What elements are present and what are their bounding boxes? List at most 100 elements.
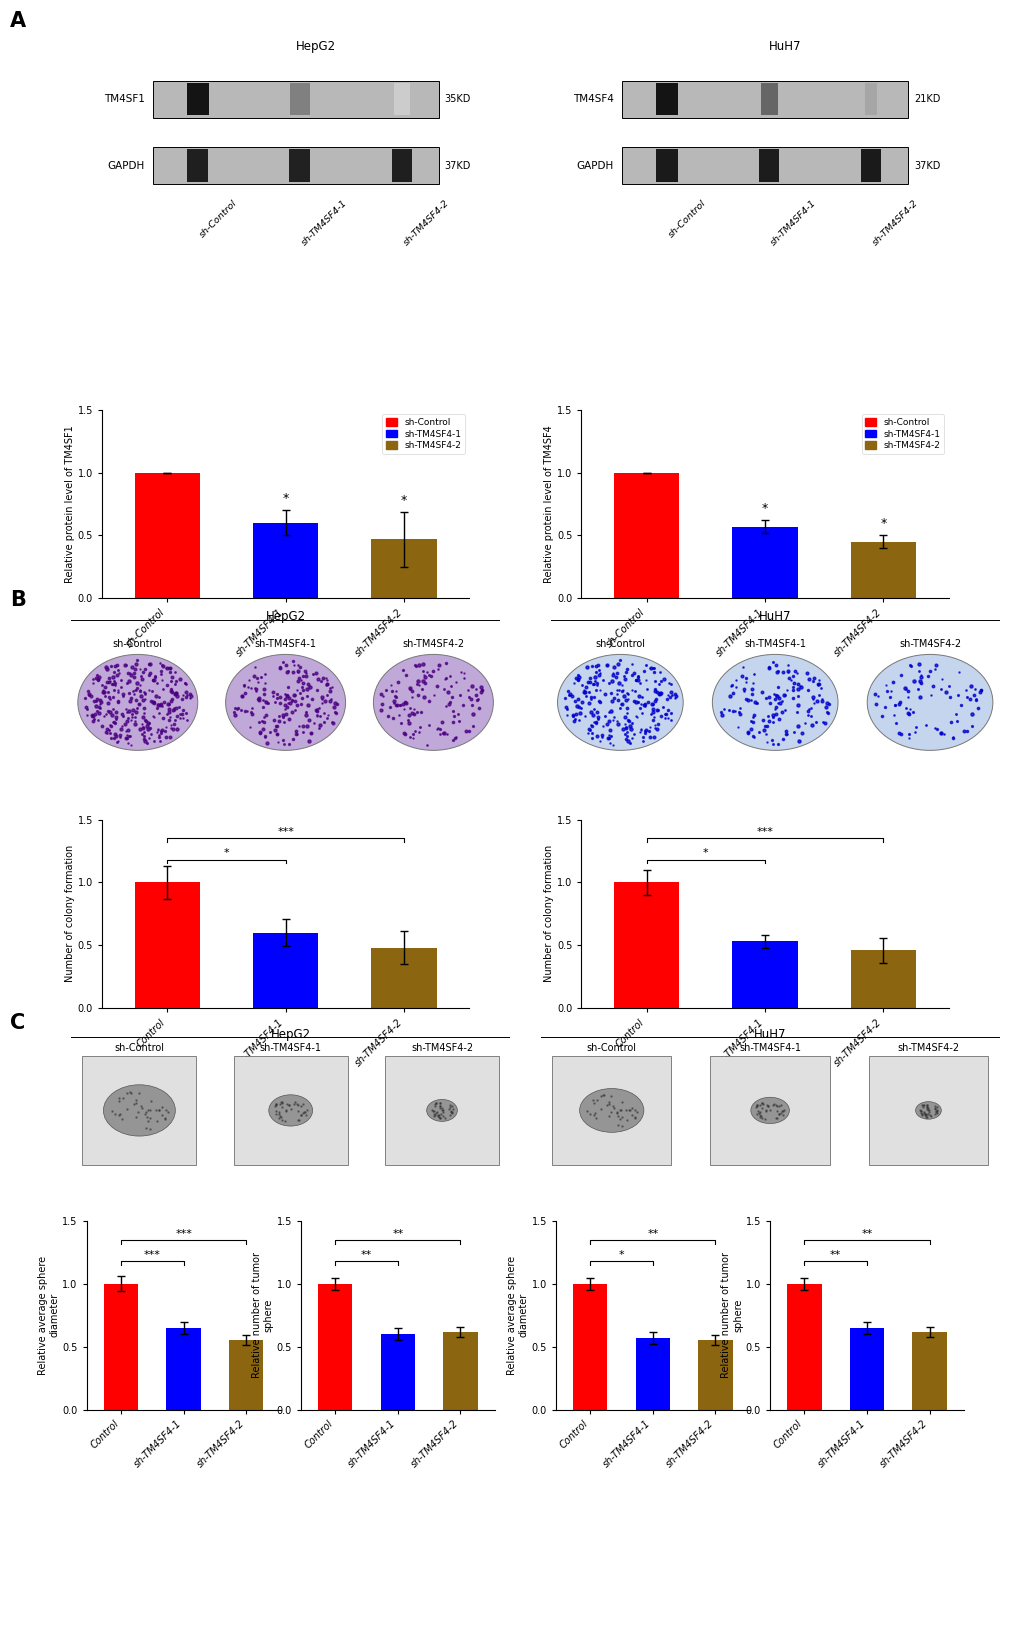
Bar [83,1056,197,1165]
Bar [391,149,412,182]
Text: sh-TM4SF4-1: sh-TM4SF4-1 [255,639,316,649]
Bar [868,1056,987,1165]
Bar [732,941,797,1008]
Text: ***: *** [756,828,772,838]
Text: ***: *** [144,1251,161,1260]
Text: C: C [10,1013,25,1033]
Circle shape [557,654,683,751]
Text: HuH7: HuH7 [753,1028,786,1041]
Text: sh-Control: sh-Control [595,639,645,649]
Bar [732,526,797,598]
Bar [135,472,200,598]
Text: 37KD: 37KD [444,161,471,170]
Bar [911,1331,946,1410]
Y-axis label: Number of colony formation: Number of colony formation [544,846,553,982]
Bar [697,1341,732,1410]
Text: **: ** [860,1229,872,1239]
Bar [153,148,438,184]
Text: sh-TM4SF4-2: sh-TM4SF4-2 [870,198,919,247]
Y-axis label: Number of colony formation: Number of colony formation [65,846,74,982]
Bar [850,541,915,598]
Circle shape [915,1101,941,1119]
Text: sh-Control: sh-Control [113,639,163,649]
Text: 35KD: 35KD [444,93,471,105]
Y-axis label: Relative protein level of TM4SF4: Relative protein level of TM4SF4 [544,425,553,583]
Bar [760,84,776,115]
Text: HuH7: HuH7 [758,610,791,623]
Bar [166,1328,201,1410]
Circle shape [268,1095,312,1126]
Text: sh-Control: sh-Control [666,198,707,239]
Bar [318,1283,353,1410]
Text: 37KD: 37KD [913,161,940,170]
Bar [850,951,915,1008]
Bar [135,882,200,1008]
Text: B: B [10,590,26,610]
Text: sh-TM4SF4-2: sh-TM4SF4-2 [898,639,960,649]
Bar [635,1337,669,1410]
Bar [656,149,677,182]
Bar [186,84,209,115]
Circle shape [711,654,838,751]
Text: sh-TM4SF4-2: sh-TM4SF4-2 [401,639,464,649]
Text: HepG2: HepG2 [265,610,306,623]
Bar [573,1283,607,1410]
Text: TM4SF1: TM4SF1 [104,93,145,105]
Circle shape [750,1096,789,1124]
Bar [187,149,208,182]
Text: *: * [619,1251,624,1260]
Text: HuH7: HuH7 [768,39,801,52]
Text: GAPDH: GAPDH [576,161,613,170]
Bar [864,84,876,115]
Text: **: ** [829,1251,841,1260]
Text: A: A [10,11,26,31]
Text: ***: *** [277,828,293,838]
Text: TM4SF4: TM4SF4 [573,93,613,105]
Bar [384,1056,498,1165]
Y-axis label: Relative average sphere
diameter: Relative average sphere diameter [38,1255,59,1375]
Bar [371,539,436,598]
Bar [153,80,438,118]
Text: GAPDH: GAPDH [107,161,145,170]
Text: sh-Control: sh-Control [198,198,238,239]
Circle shape [225,654,345,751]
Circle shape [373,654,493,751]
Text: HepG2: HepG2 [270,1028,311,1041]
Bar [710,1056,829,1165]
Text: *: * [879,518,886,531]
Text: sh-TM4SF4-1: sh-TM4SF4-1 [300,198,348,247]
Bar [253,523,318,598]
Bar [622,80,907,118]
Bar [253,933,318,1008]
Circle shape [866,654,991,751]
Bar [104,1283,139,1410]
Y-axis label: Relative number of tumor
sphere: Relative number of tumor sphere [252,1252,273,1378]
Text: 21KD: 21KD [913,93,940,105]
Bar [380,1334,415,1410]
Bar [860,149,880,182]
Bar [655,84,678,115]
Bar [393,84,410,115]
Text: sh-TM4SF4-1: sh-TM4SF4-1 [260,1042,321,1052]
Text: sh-TM4SF4-1: sh-TM4SF4-1 [768,198,817,247]
Bar [849,1328,883,1410]
Circle shape [426,1100,457,1121]
Circle shape [579,1088,643,1133]
Bar [233,1056,347,1165]
Y-axis label: Relative number of tumor
sphere: Relative number of tumor sphere [720,1252,742,1378]
Text: sh-TM4SF4-2: sh-TM4SF4-2 [411,1042,473,1052]
Bar [758,149,779,182]
Text: **: ** [391,1229,404,1239]
Text: sh-TM4SF4-1: sh-TM4SF4-1 [744,639,805,649]
Legend: sh-Control, sh-TM4SF4-1, sh-TM4SF4-2: sh-Control, sh-TM4SF4-1, sh-TM4SF4-2 [861,415,944,454]
Text: *: * [400,493,407,506]
Bar [613,882,679,1008]
Bar [551,1056,671,1165]
Y-axis label: Relative protein level of TM4SF1: Relative protein level of TM4SF1 [65,425,74,583]
Text: sh-Control: sh-Control [114,1042,164,1052]
Text: ***: *** [175,1229,192,1239]
Bar [289,149,310,182]
Text: *: * [282,492,288,505]
Y-axis label: Relative average sphere
diameter: Relative average sphere diameter [506,1255,528,1375]
Text: sh-TM4SF4-1: sh-TM4SF4-1 [739,1042,800,1052]
